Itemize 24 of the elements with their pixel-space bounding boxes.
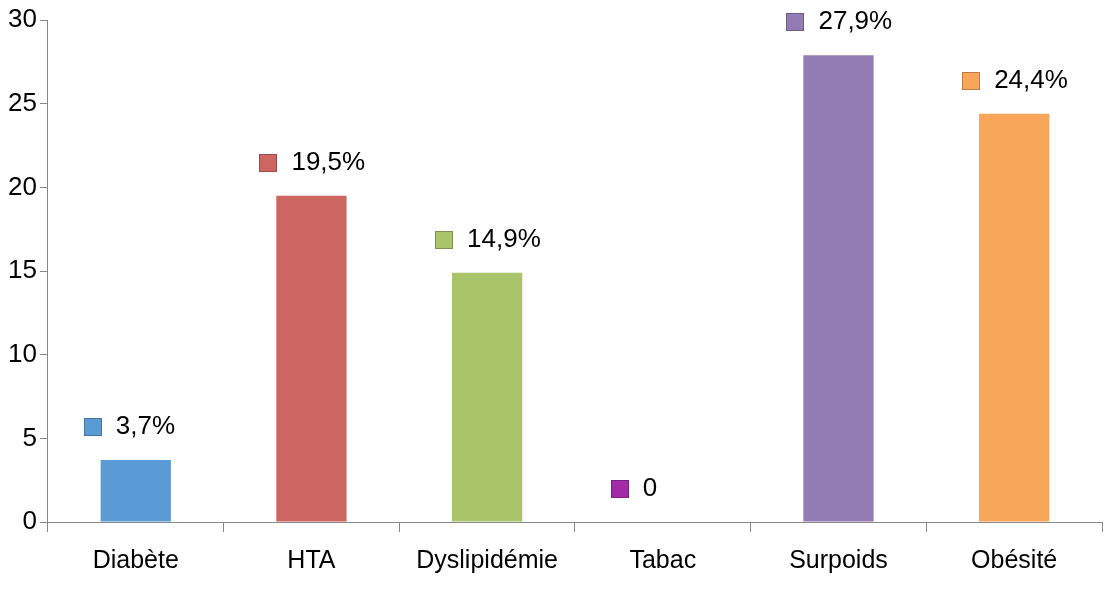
bar [276, 195, 347, 522]
y-tick-label: 30 [8, 3, 37, 34]
bar [803, 55, 874, 522]
y-tick-label: 20 [8, 170, 37, 201]
x-tick-label: HTA [287, 544, 336, 573]
x-tick-label: Obésité [971, 544, 1058, 573]
y-tick-label: 0 [22, 505, 37, 536]
y-tick-label: 10 [8, 337, 37, 368]
y-tick-label: 25 [8, 86, 37, 117]
y-tick-label: 5 [22, 421, 37, 452]
x-tick-label: Diabète [92, 544, 179, 573]
data-label: 3,7% [115, 410, 176, 441]
x-tick-label: Dyslipidémie [416, 544, 558, 573]
bar [979, 113, 1050, 522]
bar [451, 272, 523, 522]
data-label: 19,5% [291, 145, 366, 176]
data-label: 0 [642, 472, 658, 503]
x-tick-label: Surpoids [789, 544, 888, 573]
y-tick-label: 15 [8, 254, 37, 285]
x-tick-label: Tabac [629, 544, 697, 573]
bar [100, 460, 171, 522]
data-label: 24,4% [994, 63, 1068, 94]
data-label: 14,9% [467, 222, 541, 253]
data-label: 27,9% [818, 5, 893, 36]
